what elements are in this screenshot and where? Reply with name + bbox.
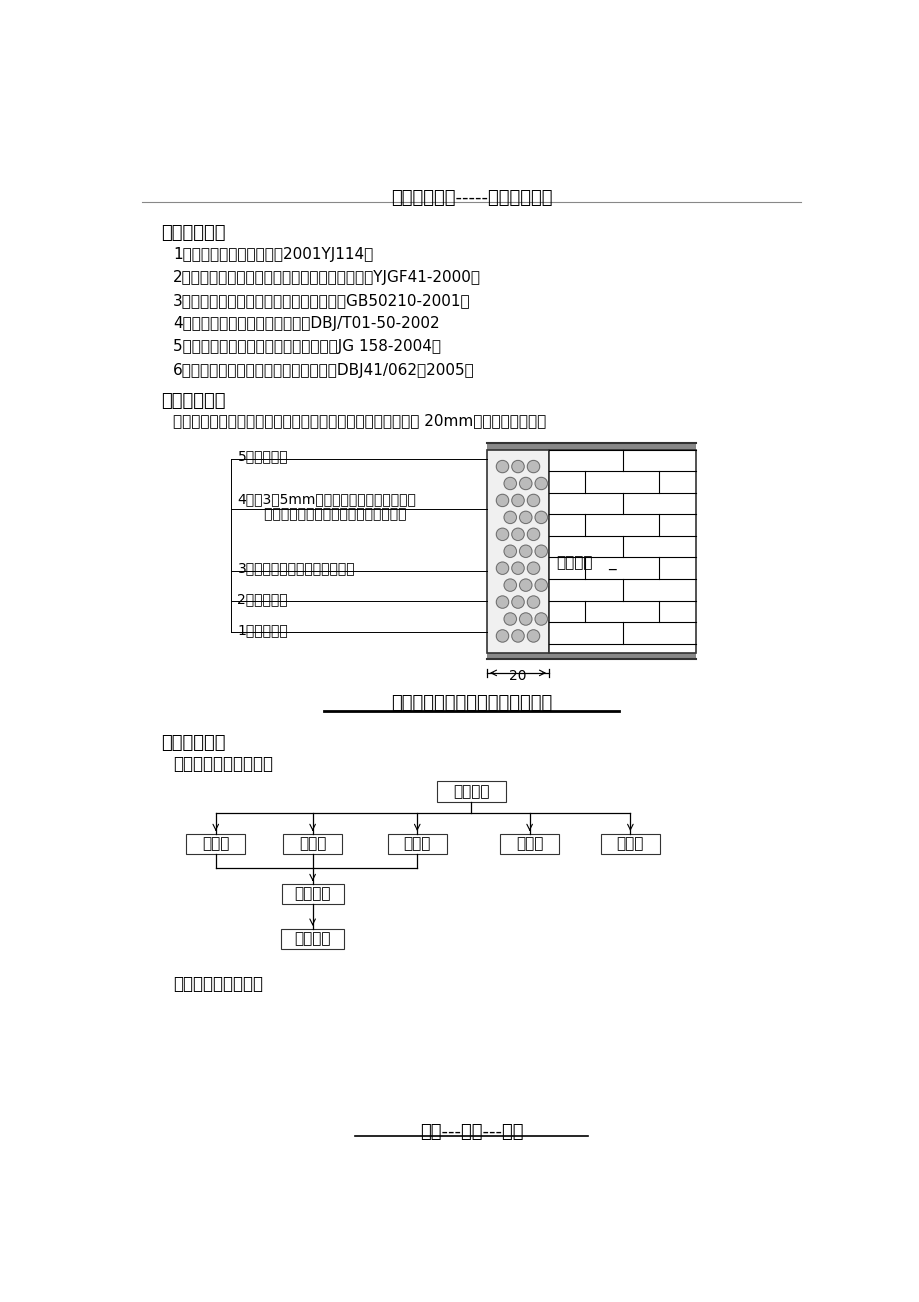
Circle shape — [527, 630, 539, 642]
Text: 三、施工部署: 三、施工部署 — [162, 734, 226, 751]
Circle shape — [504, 613, 516, 625]
Text: 项目经理: 项目经理 — [453, 784, 489, 799]
Text: 3、抹胶粉聚苯颗粒，一遍成活: 3、抹胶粉聚苯颗粒，一遍成活 — [237, 561, 355, 575]
Text: 2、《胶粉聚苯颗粒保温材料外墙外保温工法》（YJGF41-2000）: 2、《胶粉聚苯颗粒保温材料外墙外保温工法》（YJGF41-2000） — [173, 271, 481, 285]
Text: 胶粉聚苯颗粒涂料饰面体系截面图: 胶粉聚苯颗粒涂料饰面体系截面图 — [391, 694, 551, 712]
Text: 专心---专注---专业: 专心---专注---专业 — [419, 1122, 523, 1141]
Circle shape — [535, 613, 547, 625]
Circle shape — [511, 562, 524, 574]
Bar — [388, 833, 447, 854]
Circle shape — [511, 630, 524, 642]
Text: 一、编制依据: 一、编制依据 — [162, 224, 226, 242]
Circle shape — [511, 529, 524, 540]
Text: 项目工长: 项目工长 — [294, 887, 331, 901]
Circle shape — [535, 546, 547, 557]
Text: 精选优质文档-----倾情为你奉上: 精选优质文档-----倾情为你奉上 — [391, 189, 551, 207]
Bar — [600, 833, 659, 854]
Text: 1、基层墙体: 1、基层墙体 — [237, 622, 288, 637]
Circle shape — [504, 478, 516, 490]
Circle shape — [511, 461, 524, 473]
Text: 4、抹3～5mm抗裂砂浆，中间压入一层耐: 4、抹3～5mm抗裂砂浆，中间压入一层耐 — [237, 492, 416, 506]
Text: 外墙墙体: 外墙墙体 — [556, 555, 593, 570]
Bar — [283, 833, 342, 854]
Text: 1、《建筑产品优选集》（2001YJ114）: 1、《建筑产品优选集》（2001YJ114） — [173, 247, 373, 262]
Bar — [500, 833, 559, 854]
Text: 4、《外墙外保温施工技术规程》DBJ/T01-50-2002: 4、《外墙外保温施工技术规程》DBJ/T01-50-2002 — [173, 316, 439, 332]
Text: 作业人员: 作业人员 — [294, 931, 331, 947]
Circle shape — [504, 512, 516, 523]
Text: 预算员: 预算员 — [616, 836, 643, 852]
Circle shape — [504, 546, 516, 557]
Text: 20: 20 — [509, 669, 527, 684]
Circle shape — [527, 495, 539, 506]
Text: 2、界面处理: 2、界面处理 — [237, 592, 288, 605]
Text: 5、《胶粉聚苯颗粒外墙外保温系统》（JG 158-2004）: 5、《胶粉聚苯颗粒外墙外保温系统》（JG 158-2004） — [173, 340, 440, 354]
Circle shape — [495, 495, 508, 506]
Circle shape — [495, 630, 508, 642]
Circle shape — [495, 461, 508, 473]
Text: 3、《建筑装饰装修工程质量验收规范》（GB50210-2001）: 3、《建筑装饰装修工程质量验收规范》（GB50210-2001） — [173, 293, 471, 309]
Circle shape — [519, 478, 531, 490]
Text: 质检员: 质检员 — [299, 836, 326, 852]
Bar — [437, 781, 505, 802]
Circle shape — [527, 596, 539, 608]
Bar — [280, 928, 344, 949]
Circle shape — [495, 596, 508, 608]
Circle shape — [511, 596, 524, 608]
Circle shape — [519, 512, 531, 523]
Circle shape — [504, 579, 516, 591]
Text: 6、《河南省居住建筑节能设计标准》（DBJ41/062－2005）: 6、《河南省居住建筑节能设计标准》（DBJ41/062－2005） — [173, 362, 474, 378]
Circle shape — [519, 613, 531, 625]
Text: _: _ — [607, 555, 615, 570]
Text: 资料员: 资料员 — [516, 836, 543, 852]
Text: 5、面层施工: 5、面层施工 — [237, 449, 288, 464]
Circle shape — [495, 562, 508, 574]
Circle shape — [527, 461, 539, 473]
Circle shape — [535, 579, 547, 591]
Circle shape — [535, 512, 547, 523]
Text: 安全员: 安全员 — [403, 836, 430, 852]
Circle shape — [527, 562, 539, 574]
Bar — [281, 884, 344, 904]
Text: 二、工程概况: 二、工程概况 — [162, 392, 226, 410]
Bar — [486, 449, 549, 652]
Text: （二）、劳动力组织: （二）、劳动力组织 — [173, 975, 263, 992]
Bar — [486, 444, 696, 449]
Text: （一）、项目组织机构: （一）、项目组织机构 — [173, 755, 273, 773]
Bar — [186, 833, 245, 854]
Circle shape — [527, 529, 539, 540]
Bar — [549, 449, 696, 652]
Text: 本工程外墙外保温采用胶粉聚苯颗粒涂料饰面体系，保温厚度 20mm，结构简图如下：: 本工程外墙外保温采用胶粉聚苯颗粒涂料饰面体系，保温厚度 20mm，结构简图如下： — [173, 414, 546, 428]
Circle shape — [535, 478, 547, 490]
Text: 碱网格布，抗裂砂浆以盖住网格布为准: 碱网格布，抗裂砂浆以盖住网格布为准 — [251, 508, 406, 521]
Circle shape — [495, 529, 508, 540]
Text: 技术员: 技术员 — [202, 836, 229, 852]
Bar — [486, 652, 696, 659]
Circle shape — [519, 546, 531, 557]
Circle shape — [511, 495, 524, 506]
Circle shape — [519, 579, 531, 591]
